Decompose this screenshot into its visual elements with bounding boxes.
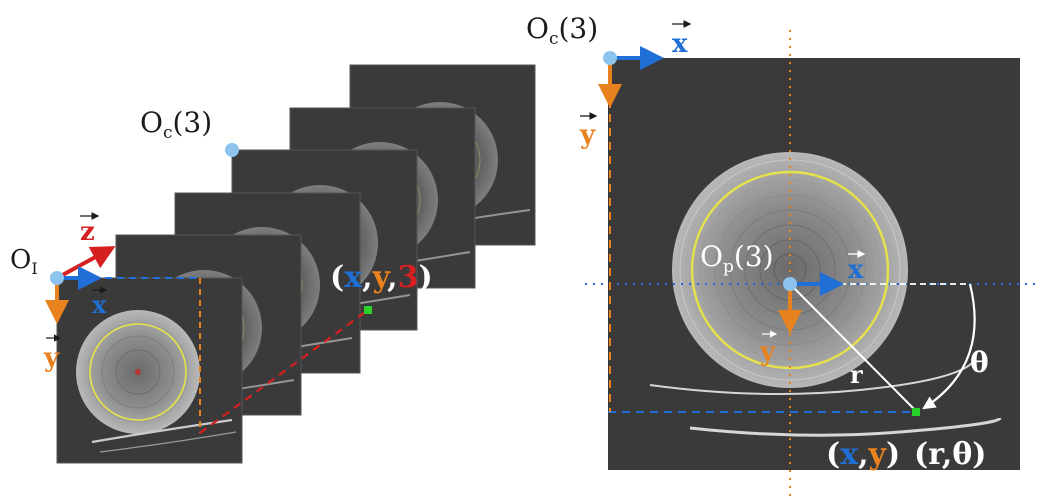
pith-trajectory <box>199 309 369 434</box>
theta-arc <box>922 283 976 410</box>
bark-streak-lower <box>689 417 1002 437</box>
svg-text:x: x <box>92 290 107 319</box>
svg-text:z: z <box>80 217 95 247</box>
slice-stack <box>56 64 536 464</box>
svg-text:x: x <box>672 29 688 59</box>
point-2d <box>912 408 920 416</box>
slice-0-front <box>56 277 243 464</box>
bark-streak-upper <box>649 359 976 395</box>
y-axis-label-right: y <box>579 112 598 150</box>
origin-slice-dot-left <box>225 143 239 157</box>
origin-slice-label-right: Oc(3) <box>526 12 598 49</box>
z-axis-arrow <box>56 246 116 280</box>
z-axis-label-left: z <box>80 212 100 247</box>
theta-label: θ <box>970 346 989 379</box>
point-2d-polar-label: (r,θ) <box>914 437 986 472</box>
point-2d-cartesian-label: (x,y) <box>826 437 900 472</box>
slice-detail <box>608 58 1020 470</box>
growth-ring-highlight <box>690 170 890 370</box>
y-axis-label-left: y <box>43 334 62 373</box>
point-3d-label: (x,y,3) <box>330 260 433 295</box>
x-axis-label-left: x <box>92 286 108 319</box>
svg-text:x: x <box>848 255 864 285</box>
radius-label: r <box>850 360 863 389</box>
pith-origin-label: Op(3) <box>700 240 774 277</box>
origin-slice-dot-right <box>603 51 617 65</box>
x-axis-label-right: x <box>672 20 692 59</box>
pith-point-3d <box>364 306 372 314</box>
svg-text:y: y <box>579 120 596 150</box>
origin-slice-label-left: Oc(3) <box>140 106 212 143</box>
radius-line <box>789 283 917 412</box>
svg-text:y: y <box>759 337 776 367</box>
origin-image-label: OI <box>10 245 38 278</box>
pith-dot <box>783 277 797 291</box>
origin-image-dot <box>50 271 64 285</box>
pith-x-axis-label: x <box>848 250 866 285</box>
svg-text:y: y <box>43 343 60 373</box>
pith-y-axis-label: y <box>759 330 778 367</box>
